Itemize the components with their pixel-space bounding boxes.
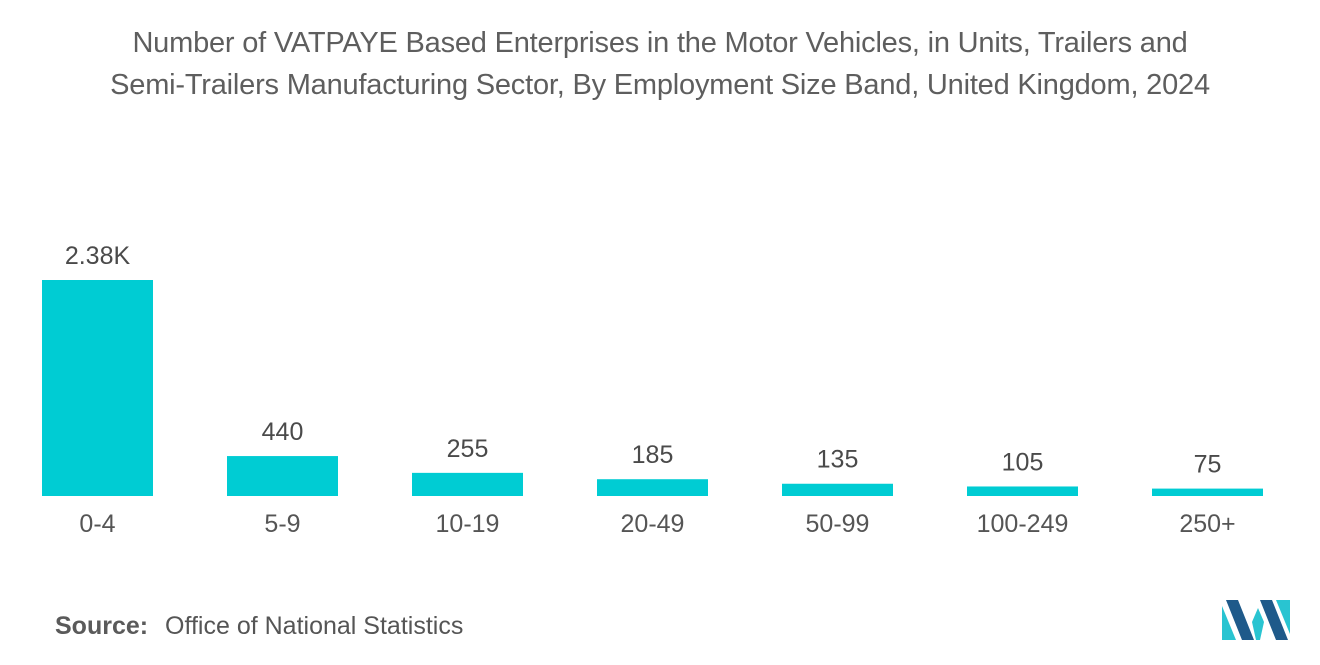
value-label-250+: 75 — [1194, 451, 1222, 479]
chart-title: Number of VATPAYE Based Enterprises in t… — [20, 22, 1300, 106]
value-label-10-19: 255 — [447, 435, 489, 463]
value-label-0-4: 2.38K — [65, 242, 131, 270]
source-label: Source: — [55, 612, 149, 640]
chart-title-line-2: Semi-Trailers Manufacturing Sector, By E… — [110, 69, 1210, 101]
bar-0-4 — [42, 280, 153, 496]
bar-250+ — [1152, 488, 1263, 496]
value-label-50-99: 135 — [817, 446, 859, 474]
category-label-20-49: 20-49 — [621, 510, 685, 538]
category-label-250+: 250+ — [1179, 510, 1235, 538]
category-label-5-9: 5-9 — [264, 510, 300, 538]
category-label-50-99: 50-99 — [806, 510, 870, 538]
category-label-10-19: 10-19 — [436, 510, 500, 538]
bar-100-249 — [967, 486, 1078, 496]
category-label-100-249: 100-249 — [977, 510, 1069, 538]
bar-20-49 — [597, 479, 708, 496]
bar-5-9 — [227, 456, 338, 496]
bar-50-99 — [782, 483, 893, 496]
mordor-logo-icon — [1222, 600, 1290, 640]
chart-title-line-1: Number of VATPAYE Based Enterprises in t… — [132, 27, 1188, 59]
value-label-20-49: 185 — [632, 441, 674, 469]
value-label-100-249: 105 — [1002, 448, 1044, 476]
bar-chart: 2.38K 0-4 440 5-9 255 10-19 185 20-49 135 50-99 10… — [42, 242, 1263, 538]
source-text: Office of National Statistics — [165, 612, 464, 640]
value-label-5-9: 440 — [262, 418, 304, 446]
bar-10-19 — [412, 472, 523, 496]
source-note: Source: Office of National Statistics — [55, 612, 463, 641]
category-label-0-4: 0-4 — [79, 510, 115, 538]
